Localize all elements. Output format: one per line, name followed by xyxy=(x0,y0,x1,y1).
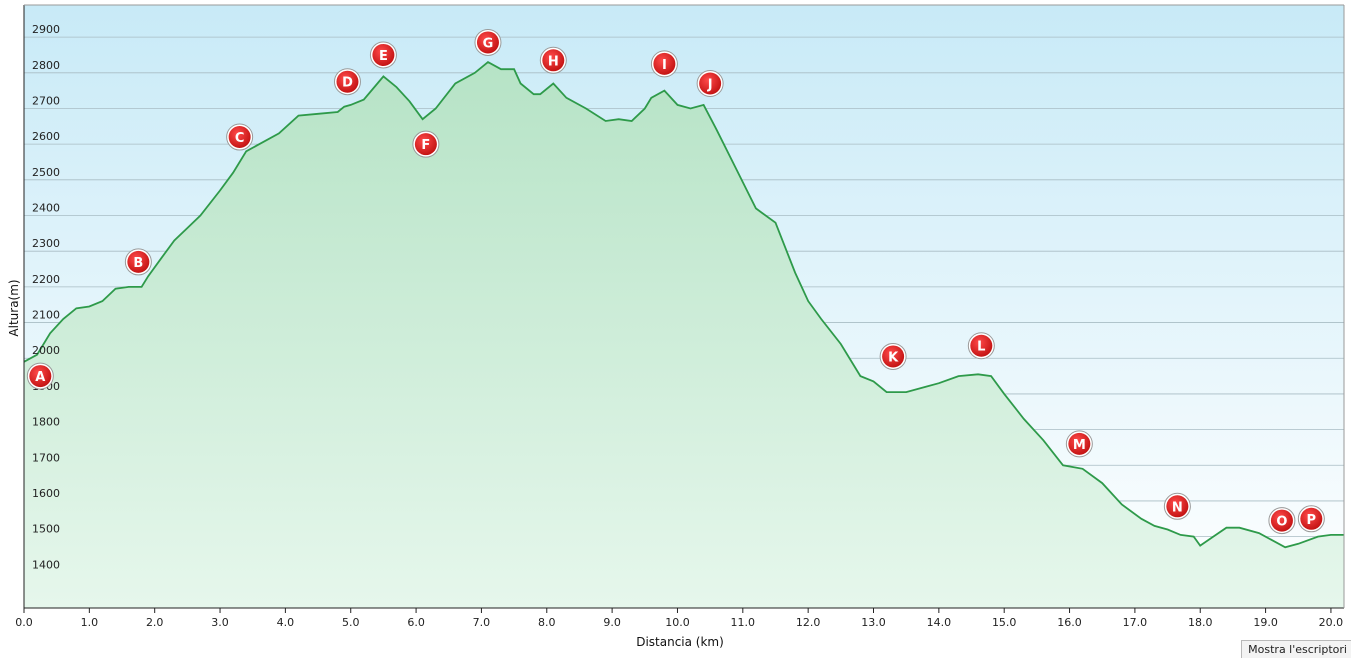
show-desktop-button[interactable]: Mostra l'escriptori xyxy=(1241,640,1351,658)
waypoint-label: L xyxy=(977,340,985,355)
waypoint-marker-disc xyxy=(414,133,437,156)
x-tick-label: 1.0 xyxy=(81,616,99,629)
x-axis-title: Distancia (km) xyxy=(636,635,724,649)
waypoint-label: B xyxy=(133,256,143,271)
y-tick-label: 1600 xyxy=(32,487,60,500)
x-tick-label: 11.0 xyxy=(731,616,756,629)
x-tick-label: 10.0 xyxy=(665,616,690,629)
waypoint-marker-disc xyxy=(1300,507,1323,530)
x-tick-label: 15.0 xyxy=(992,616,1017,629)
waypoint-marker-h: H xyxy=(539,46,567,74)
y-tick-label: 2500 xyxy=(32,166,60,179)
waypoint-marker-b: B xyxy=(124,248,152,276)
x-tick-label: 20.0 xyxy=(1319,616,1344,629)
waypoint-label: N xyxy=(1172,500,1183,515)
x-tick-label: 3.0 xyxy=(211,616,229,629)
waypoint-marker-c: C xyxy=(226,123,254,151)
waypoint-label: D xyxy=(342,76,353,91)
waypoint-label: O xyxy=(1276,515,1287,530)
waypoint-markers: A B C D E F G H I J K L M N O P xyxy=(26,28,1325,535)
waypoint-marker-disc xyxy=(476,31,499,54)
y-tick-label: 2600 xyxy=(32,130,60,143)
waypoint-marker-disc xyxy=(542,49,565,72)
waypoint-marker-disc xyxy=(1270,509,1293,532)
x-axis-ticks: 0.0 1.0 2.0 3.0 4.0 5.0 6.0 7.0 8.0 9.0 10.0 11.0 12… xyxy=(15,608,1343,629)
waypoint-label: A xyxy=(35,370,45,385)
x-tick-label: 19.0 xyxy=(1253,616,1278,629)
x-tick-label: 5.0 xyxy=(342,616,360,629)
elevation-area xyxy=(24,62,1344,609)
waypoint-label: J xyxy=(707,77,713,92)
y-tick-label: 1800 xyxy=(32,416,60,429)
waypoint-marker-disc xyxy=(228,126,251,149)
waypoint-marker-e: E xyxy=(369,41,397,69)
y-tick-label: 2400 xyxy=(32,202,60,215)
y-tick-label: 2800 xyxy=(32,59,60,72)
y-tick-label: 1700 xyxy=(32,451,60,464)
waypoint-marker-i: I xyxy=(650,50,678,78)
waypoint-marker-f: F xyxy=(412,130,440,158)
waypoint-label: I xyxy=(662,58,667,73)
waypoint-marker-p: P xyxy=(1297,505,1325,533)
y-tick-label: 1400 xyxy=(32,558,60,571)
waypoint-marker-o: O xyxy=(1268,507,1296,535)
waypoint-marker-disc xyxy=(1166,495,1189,518)
waypoint-marker-d: D xyxy=(333,68,361,96)
waypoint-label: C xyxy=(235,131,245,146)
waypoint-label: K xyxy=(888,350,899,365)
waypoint-label: F xyxy=(421,138,430,153)
waypoint-label: G xyxy=(483,36,494,51)
y-axis-ticks: 1400150016001700180019002000210022002300… xyxy=(32,23,60,571)
elevation-line xyxy=(23,61,1344,549)
x-tick-label: 16.0 xyxy=(1057,616,1082,629)
waypoint-marker-disc xyxy=(29,365,52,388)
waypoint-marker-disc xyxy=(1068,432,1091,455)
waypoint-marker-k: K xyxy=(879,342,907,370)
waypoint-marker-disc xyxy=(127,250,150,273)
x-tick-label: 4.0 xyxy=(277,616,295,629)
x-tick-label: 18.0 xyxy=(1188,616,1213,629)
y-tick-label: 2900 xyxy=(32,23,60,36)
y-tick-label: 1500 xyxy=(32,523,60,536)
x-tick-label: 2.0 xyxy=(146,616,164,629)
waypoint-marker-disc xyxy=(699,72,722,95)
x-tick-label: 14.0 xyxy=(927,616,952,629)
waypoint-label: M xyxy=(1073,438,1086,453)
waypoint-marker-l: L xyxy=(967,332,995,360)
x-tick-label: 13.0 xyxy=(861,616,886,629)
waypoint-marker-disc xyxy=(653,52,676,75)
y-tick-label: 2700 xyxy=(32,94,60,107)
waypoint-marker-m: M xyxy=(1065,430,1093,458)
y-tick-label: 2300 xyxy=(32,237,60,250)
waypoint-label: E xyxy=(379,49,388,64)
y-tick-label: 2100 xyxy=(32,309,60,322)
waypoint-marker-disc xyxy=(882,345,905,368)
x-tick-label: 9.0 xyxy=(603,616,621,629)
x-tick-label: 0.0 xyxy=(15,616,33,629)
x-tick-label: 8.0 xyxy=(538,616,556,629)
waypoint-marker-g: G xyxy=(474,28,502,56)
waypoint-marker-disc xyxy=(970,334,993,357)
x-tick-label: 7.0 xyxy=(473,616,491,629)
waypoint-marker-a: A xyxy=(26,362,54,390)
waypoint-marker-disc xyxy=(336,70,359,93)
waypoint-marker-disc xyxy=(372,43,395,66)
x-tick-label: 12.0 xyxy=(796,616,821,629)
y-tick-label: 2200 xyxy=(32,273,60,286)
waypoint-label: H xyxy=(548,54,559,69)
x-tick-label: 6.0 xyxy=(407,616,425,629)
y-tick-label: 2000 xyxy=(32,344,60,357)
y-axis-title: Altura(m) xyxy=(7,279,21,336)
waypoint-marker-n: N xyxy=(1163,492,1191,520)
waypoint-label: P xyxy=(1307,513,1317,528)
x-tick-label: 17.0 xyxy=(1123,616,1148,629)
waypoint-marker-j: J xyxy=(696,69,724,97)
